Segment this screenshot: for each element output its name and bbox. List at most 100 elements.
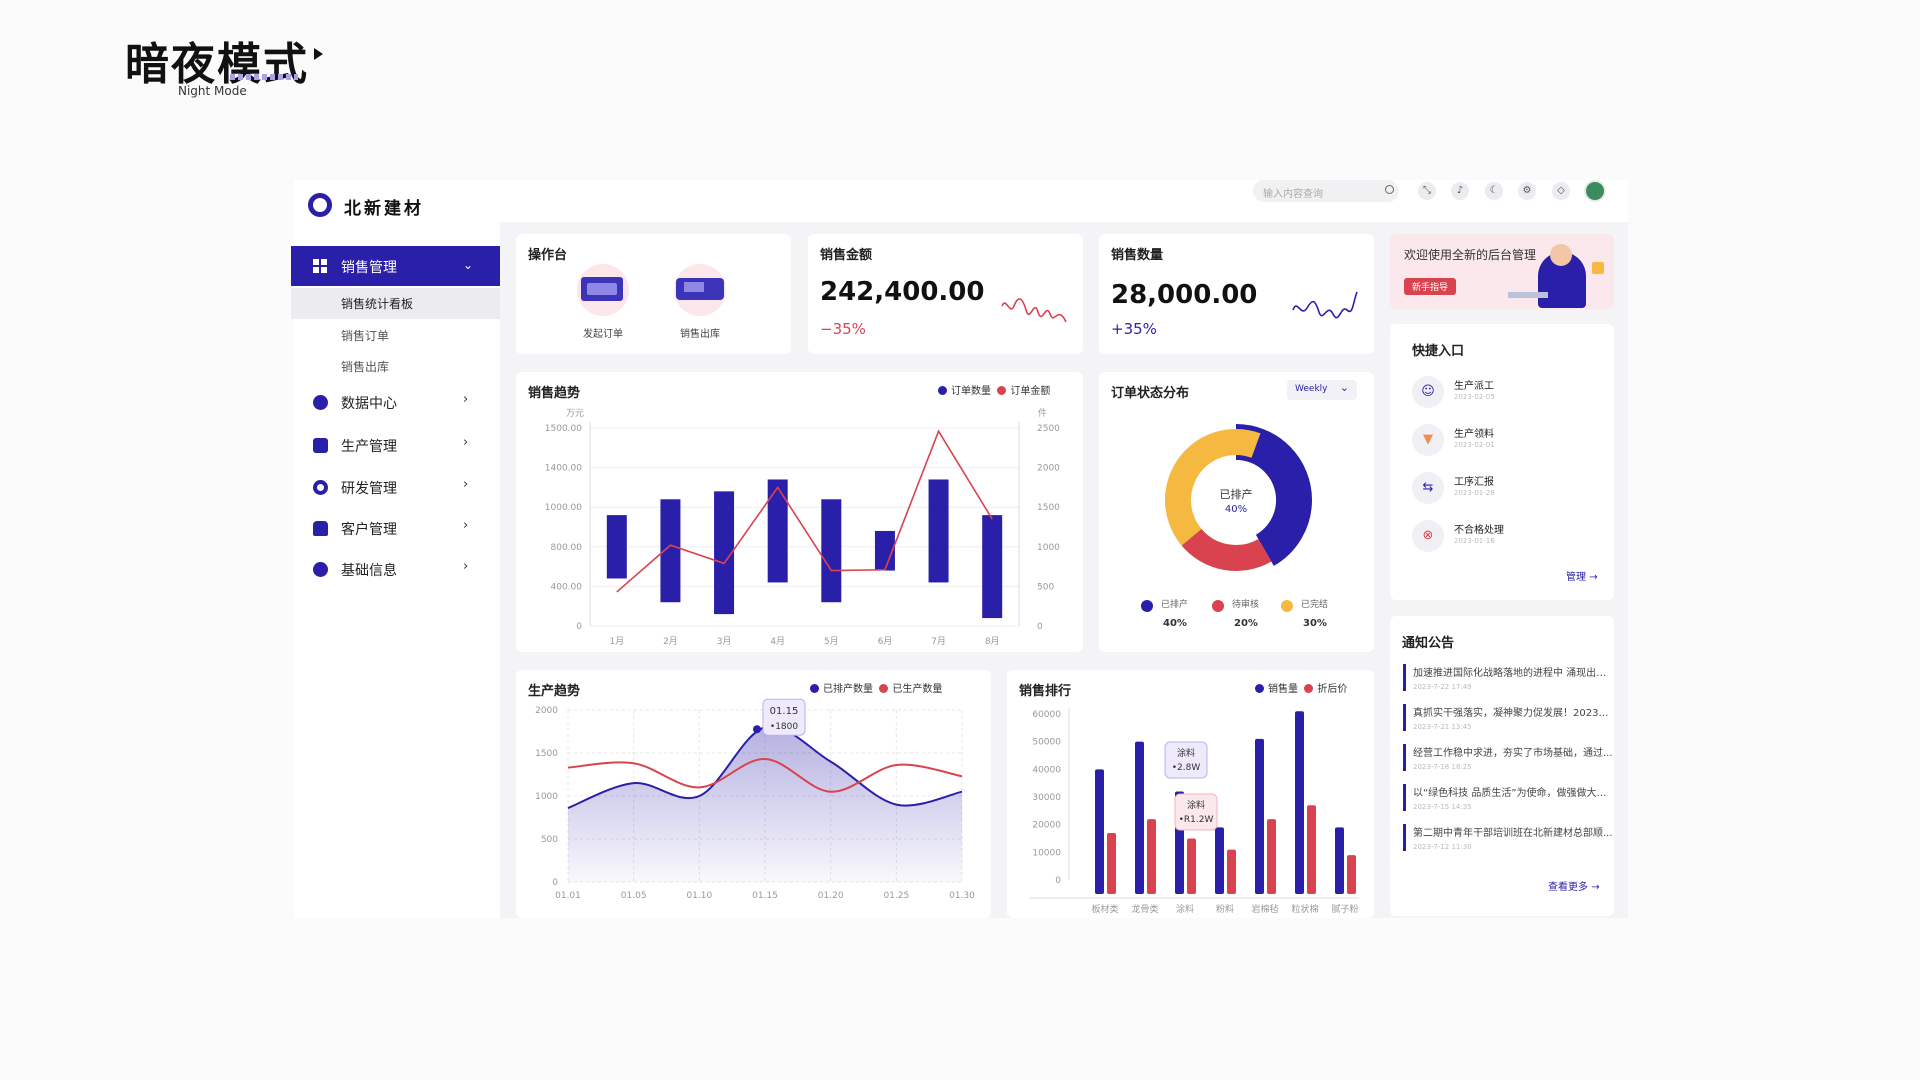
shield-icon[interactable]: ◇: [1552, 182, 1570, 200]
database-icon: [313, 438, 328, 453]
y-tick-label: 60000: [1032, 710, 1061, 720]
notice-item[interactable]: 加速推进国际化战略落地的进程中 涌现出一... 2023-7-22 17:49: [1403, 664, 1613, 691]
y-tick-label-right: 2000: [1037, 464, 1060, 474]
notice-item[interactable]: 经营工作稳中求进，夯实了市场基础，通过... 2023-7-18 18:25: [1403, 744, 1613, 771]
tooltip-name: 涂料: [1177, 747, 1195, 759]
bar-order-qty: [821, 499, 842, 603]
card-title: 订单状态分布: [1111, 386, 1190, 401]
view-more-link[interactable]: 查看更多 →: [1548, 878, 1600, 893]
search-icon[interactable]: [1385, 185, 1394, 194]
sidebar-subitem-orders[interactable]: 销售订单: [341, 329, 390, 343]
sidebar-item-data-center[interactable]: 数据中心 ›: [291, 388, 500, 418]
legend-dot: [1141, 600, 1153, 612]
y-tick-label-left: 1000.00: [545, 503, 582, 513]
bar-discount-price: [1347, 855, 1356, 894]
card-title: 销售趋势: [528, 386, 581, 401]
y-tick-label-right: 2500: [1037, 424, 1060, 434]
create-order-label: 发起订单: [583, 329, 623, 340]
axis-unit-right: 件: [1038, 407, 1047, 419]
play-arrow-icon: [314, 48, 323, 60]
sidebar-item-basic-info[interactable]: 基础信息 ›: [291, 555, 500, 585]
outbound-label: 销售出库: [680, 329, 720, 340]
create-order-button[interactable]: [577, 264, 629, 316]
page-title: 暗夜模式: [125, 39, 309, 90]
gear-icon[interactable]: ⚙: [1518, 182, 1536, 200]
ring-icon: [313, 480, 328, 495]
bar-discount-price: [1307, 805, 1316, 894]
tooltip-box: [1174, 793, 1218, 831]
brand-logo-icon: [308, 193, 332, 217]
card-title: 销售数量: [1111, 248, 1164, 263]
x-tick-label: 涂料: [1176, 903, 1194, 915]
bar-order-qty: [714, 491, 735, 615]
manage-link[interactable]: 管理 →: [1566, 568, 1598, 583]
search-input[interactable]: 输入内容查询: [1253, 180, 1399, 202]
quick-item-date: 2023-02-05: [1454, 393, 1495, 401]
legend-dot: [1281, 600, 1293, 612]
expand-icon[interactable]: ⤡: [1418, 182, 1436, 200]
y-tick-label: 500: [541, 835, 558, 845]
y-tick-label-right: 0: [1037, 622, 1043, 632]
x-tick-label: 8月: [985, 636, 1000, 647]
notice-text: 经营工作稳中求进，夯实了市场基础，通过...: [1413, 748, 1613, 759]
notice-item[interactable]: 以“绿色科技 品质生活”为使命，做强做大做... 2023-7-15 14:35: [1403, 784, 1613, 811]
notice-item[interactable]: 第二期中青年干部培训班在北新建材总部顺... 2023-7-12 11:30: [1403, 824, 1613, 851]
x-tick-label: 4月: [770, 636, 785, 647]
quick-entry-card: 快捷入口 ☺ 生产派工 2023-02-05 ▼ 生产领料 2023-02-01…: [1390, 324, 1614, 600]
illustration-head: [1550, 244, 1572, 266]
sales-qty-change: +35%: [1111, 320, 1157, 338]
quick-item-label[interactable]: 生产领料: [1454, 429, 1494, 440]
y-tick-label: 1500: [535, 749, 558, 759]
y-tick-label-left: 0: [576, 622, 582, 632]
quick-item-label[interactable]: 不合格处理: [1454, 525, 1504, 536]
outbound-button[interactable]: [674, 264, 726, 316]
dot-decoration: [230, 74, 298, 80]
notice-date: 2023-7-15 14:35: [1413, 803, 1472, 811]
x-tick-label: 腻子粉: [1331, 903, 1358, 915]
notice-date: 2023-7-22 17:49: [1413, 683, 1472, 691]
x-tick-label: 岩棉毡: [1251, 903, 1278, 915]
donut-center-label: 已排产: [1220, 487, 1253, 501]
donut-center-value: 40%: [1225, 504, 1247, 515]
sidebar-subitem-outbound[interactable]: 销售出库: [341, 360, 390, 374]
quick-item-label[interactable]: 生产派工: [1454, 381, 1494, 392]
notice-item[interactable]: 真抓实干强落实，凝神聚力促发展！2023年... 2023-7-21 13:45: [1403, 704, 1613, 731]
order-status-card: 订单状态分布 Weekly ⌄ 已排产 40% 已排产 40% 待审核 20% 已完结 30%: [1099, 372, 1374, 652]
notice-text: 真抓实干强落实，凝神聚力促发展！2023年...: [1413, 708, 1613, 719]
y-tick-label: 1000: [535, 792, 558, 802]
bell-icon[interactable]: ♪: [1451, 182, 1469, 200]
weekly-select[interactable]: Weekly ⌄: [1287, 380, 1357, 400]
sidebar-item-customers[interactable]: 客户管理 ›: [291, 514, 500, 544]
card-title: 生产趋势: [528, 684, 581, 699]
sidebar-item-production[interactable]: 生产管理 ›: [291, 431, 500, 461]
legend-dot: [997, 386, 1007, 395]
notice-date: 2023-7-18 18:25: [1413, 763, 1472, 771]
chart-legend: 订单数量 订单金额: [938, 382, 1050, 397]
sidebar-item-rnd[interactable]: 研发管理 ›: [291, 473, 500, 503]
bar-sales-volume: [1215, 827, 1224, 894]
sales-amount-value: 242,400.00: [820, 277, 985, 307]
bar-order-qty: [928, 479, 949, 583]
y-tick-label-right: 1500: [1037, 503, 1060, 513]
guide-button[interactable]: 新手指导: [1404, 278, 1457, 295]
quick-item-date: 2023-02-01: [1454, 441, 1495, 449]
dispatch-icon[interactable]: ☺: [1412, 376, 1444, 408]
legend-label: 已排产数量: [823, 684, 873, 695]
sidebar-subitem-dashboard[interactable]: 销售统计看板: [291, 288, 500, 319]
x-tick-label: 01.10: [686, 891, 712, 901]
sales-qty-card: 销售数量 28,000.00 +35%: [1099, 234, 1374, 354]
quick-item-label[interactable]: 工序汇报: [1454, 477, 1494, 488]
notice-text: 第二期中青年干部培训班在北新建材总部顺...: [1413, 828, 1613, 839]
tooltip-date: 01.15: [770, 706, 799, 717]
tooltip-name: 涂料: [1187, 799, 1205, 811]
moon-icon[interactable]: ☾: [1485, 182, 1503, 200]
topbar: [294, 180, 1628, 222]
avatar[interactable]: [1584, 180, 1606, 202]
legend-label: 已排产: [1161, 598, 1188, 610]
sidebar-item-sales[interactable]: 销售管理 ⌄: [291, 246, 500, 286]
x-tick-label: 01.05: [621, 891, 647, 901]
close-circle-icon[interactable]: ⊗: [1412, 520, 1444, 552]
legend-label: 订单数量: [951, 386, 991, 397]
transfer-icon[interactable]: ⇆: [1412, 472, 1444, 504]
paint-roller-icon[interactable]: ▼: [1412, 424, 1444, 456]
